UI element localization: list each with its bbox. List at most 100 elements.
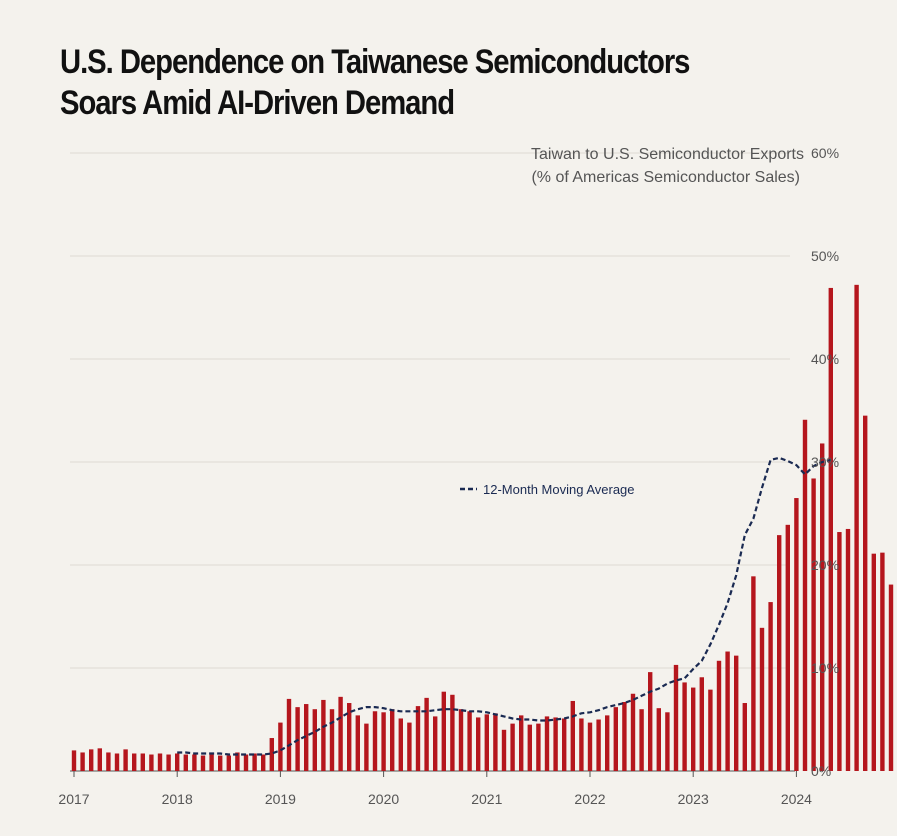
- bar: [562, 718, 567, 771]
- bar: [114, 753, 120, 771]
- bar: [347, 703, 352, 771]
- bar: [734, 655, 739, 771]
- x-tick-label: 2022: [574, 791, 605, 807]
- bar: [398, 718, 403, 771]
- bar: [312, 709, 317, 771]
- bar: [390, 709, 395, 771]
- bar: [888, 584, 894, 771]
- bar: [596, 719, 601, 771]
- bar: [828, 287, 833, 771]
- bar: [519, 715, 524, 771]
- moving-average-line: [177, 456, 832, 756]
- bar: [682, 682, 687, 771]
- bar: [613, 707, 618, 771]
- bar: [175, 753, 180, 771]
- bar: [691, 687, 696, 771]
- bar: [527, 724, 532, 771]
- bar: [871, 553, 876, 771]
- x-tick-label: 2020: [368, 791, 399, 807]
- bar: [381, 712, 386, 771]
- bar: [802, 419, 808, 771]
- bar-series: [71, 284, 894, 771]
- bar: [183, 754, 188, 771]
- bar: [123, 749, 128, 771]
- bar: [278, 722, 283, 771]
- bar: [106, 752, 111, 771]
- bar: [407, 722, 412, 771]
- bar: [501, 729, 507, 771]
- bar: [200, 755, 206, 771]
- title-line-2: Soars Amid AI-Driven Demand: [60, 84, 455, 122]
- bar: [725, 651, 730, 771]
- bar: [544, 716, 550, 771]
- bar: [570, 700, 575, 771]
- bar: [209, 754, 214, 771]
- chart-title: U.S. Dependence on Taiwanese Semiconduct…: [60, 42, 748, 124]
- bar: [820, 443, 825, 771]
- bar: [656, 708, 661, 771]
- bar: [166, 754, 171, 771]
- bar: [364, 723, 369, 771]
- bar: [140, 753, 145, 771]
- y-tick-label: 0%: [811, 763, 831, 779]
- bar: [269, 738, 274, 771]
- bar: [329, 709, 335, 771]
- x-tick-label: 2024: [781, 791, 812, 807]
- bar: [484, 714, 489, 771]
- bar: [218, 755, 223, 771]
- bar: [648, 672, 653, 771]
- bar: [149, 754, 154, 771]
- bar: [785, 524, 790, 771]
- y-axis-label-line-2: (% of Americas Semiconductor Sales): [531, 169, 800, 186]
- y-axis-label-line-1: Taiwan to U.S. Semiconductor Exports: [531, 146, 804, 163]
- bar: [372, 711, 378, 771]
- bar: [630, 693, 636, 771]
- bar: [321, 699, 326, 771]
- bar: [751, 576, 756, 771]
- y-tick-label: 50%: [811, 248, 839, 264]
- y-tick-label: 40%: [811, 351, 839, 367]
- bar: [587, 722, 593, 771]
- legend-label: 12-Month Moving Average: [483, 482, 635, 497]
- bar: [80, 752, 85, 771]
- bar: [759, 627, 765, 771]
- bar: [286, 698, 292, 771]
- bar: [880, 552, 885, 771]
- bar: [622, 701, 627, 771]
- bar: [854, 284, 859, 771]
- bar: [699, 677, 704, 771]
- y-tick-label: 10%: [811, 660, 839, 676]
- bar: [450, 694, 455, 771]
- title-line-1: U.S. Dependence on Taiwanese Semiconduct…: [60, 43, 690, 81]
- grid-lines: [70, 152, 795, 772]
- bar: [441, 691, 446, 771]
- bar: [605, 715, 610, 771]
- bar: [89, 749, 94, 771]
- x-tick-label: 2017: [58, 791, 89, 807]
- bar: [355, 715, 360, 771]
- bar: [467, 711, 472, 771]
- bar: [261, 754, 266, 771]
- x-tick-label: 2021: [471, 791, 502, 807]
- bar: [536, 723, 541, 771]
- x-tick-label: 2018: [162, 791, 193, 807]
- bar: [742, 703, 747, 771]
- bar: [493, 713, 498, 771]
- bar: [304, 704, 309, 771]
- moving-average-series: [177, 456, 832, 756]
- bar: [768, 602, 773, 771]
- bar: [794, 498, 799, 771]
- bar: [665, 712, 670, 771]
- bar: [639, 709, 644, 771]
- bar: [235, 752, 240, 771]
- bar: [553, 717, 558, 771]
- bar: [579, 718, 584, 771]
- bar: [192, 754, 197, 771]
- bar: [338, 696, 343, 771]
- y-axis-ticks: 0% 10% 20% 30% 40% 50% 60%: [811, 145, 839, 779]
- bar: [226, 755, 231, 771]
- bar: [433, 716, 438, 771]
- x-axis-ticks: 201720182019202020212022202320242025-05: [58, 771, 812, 807]
- bar: [97, 748, 102, 771]
